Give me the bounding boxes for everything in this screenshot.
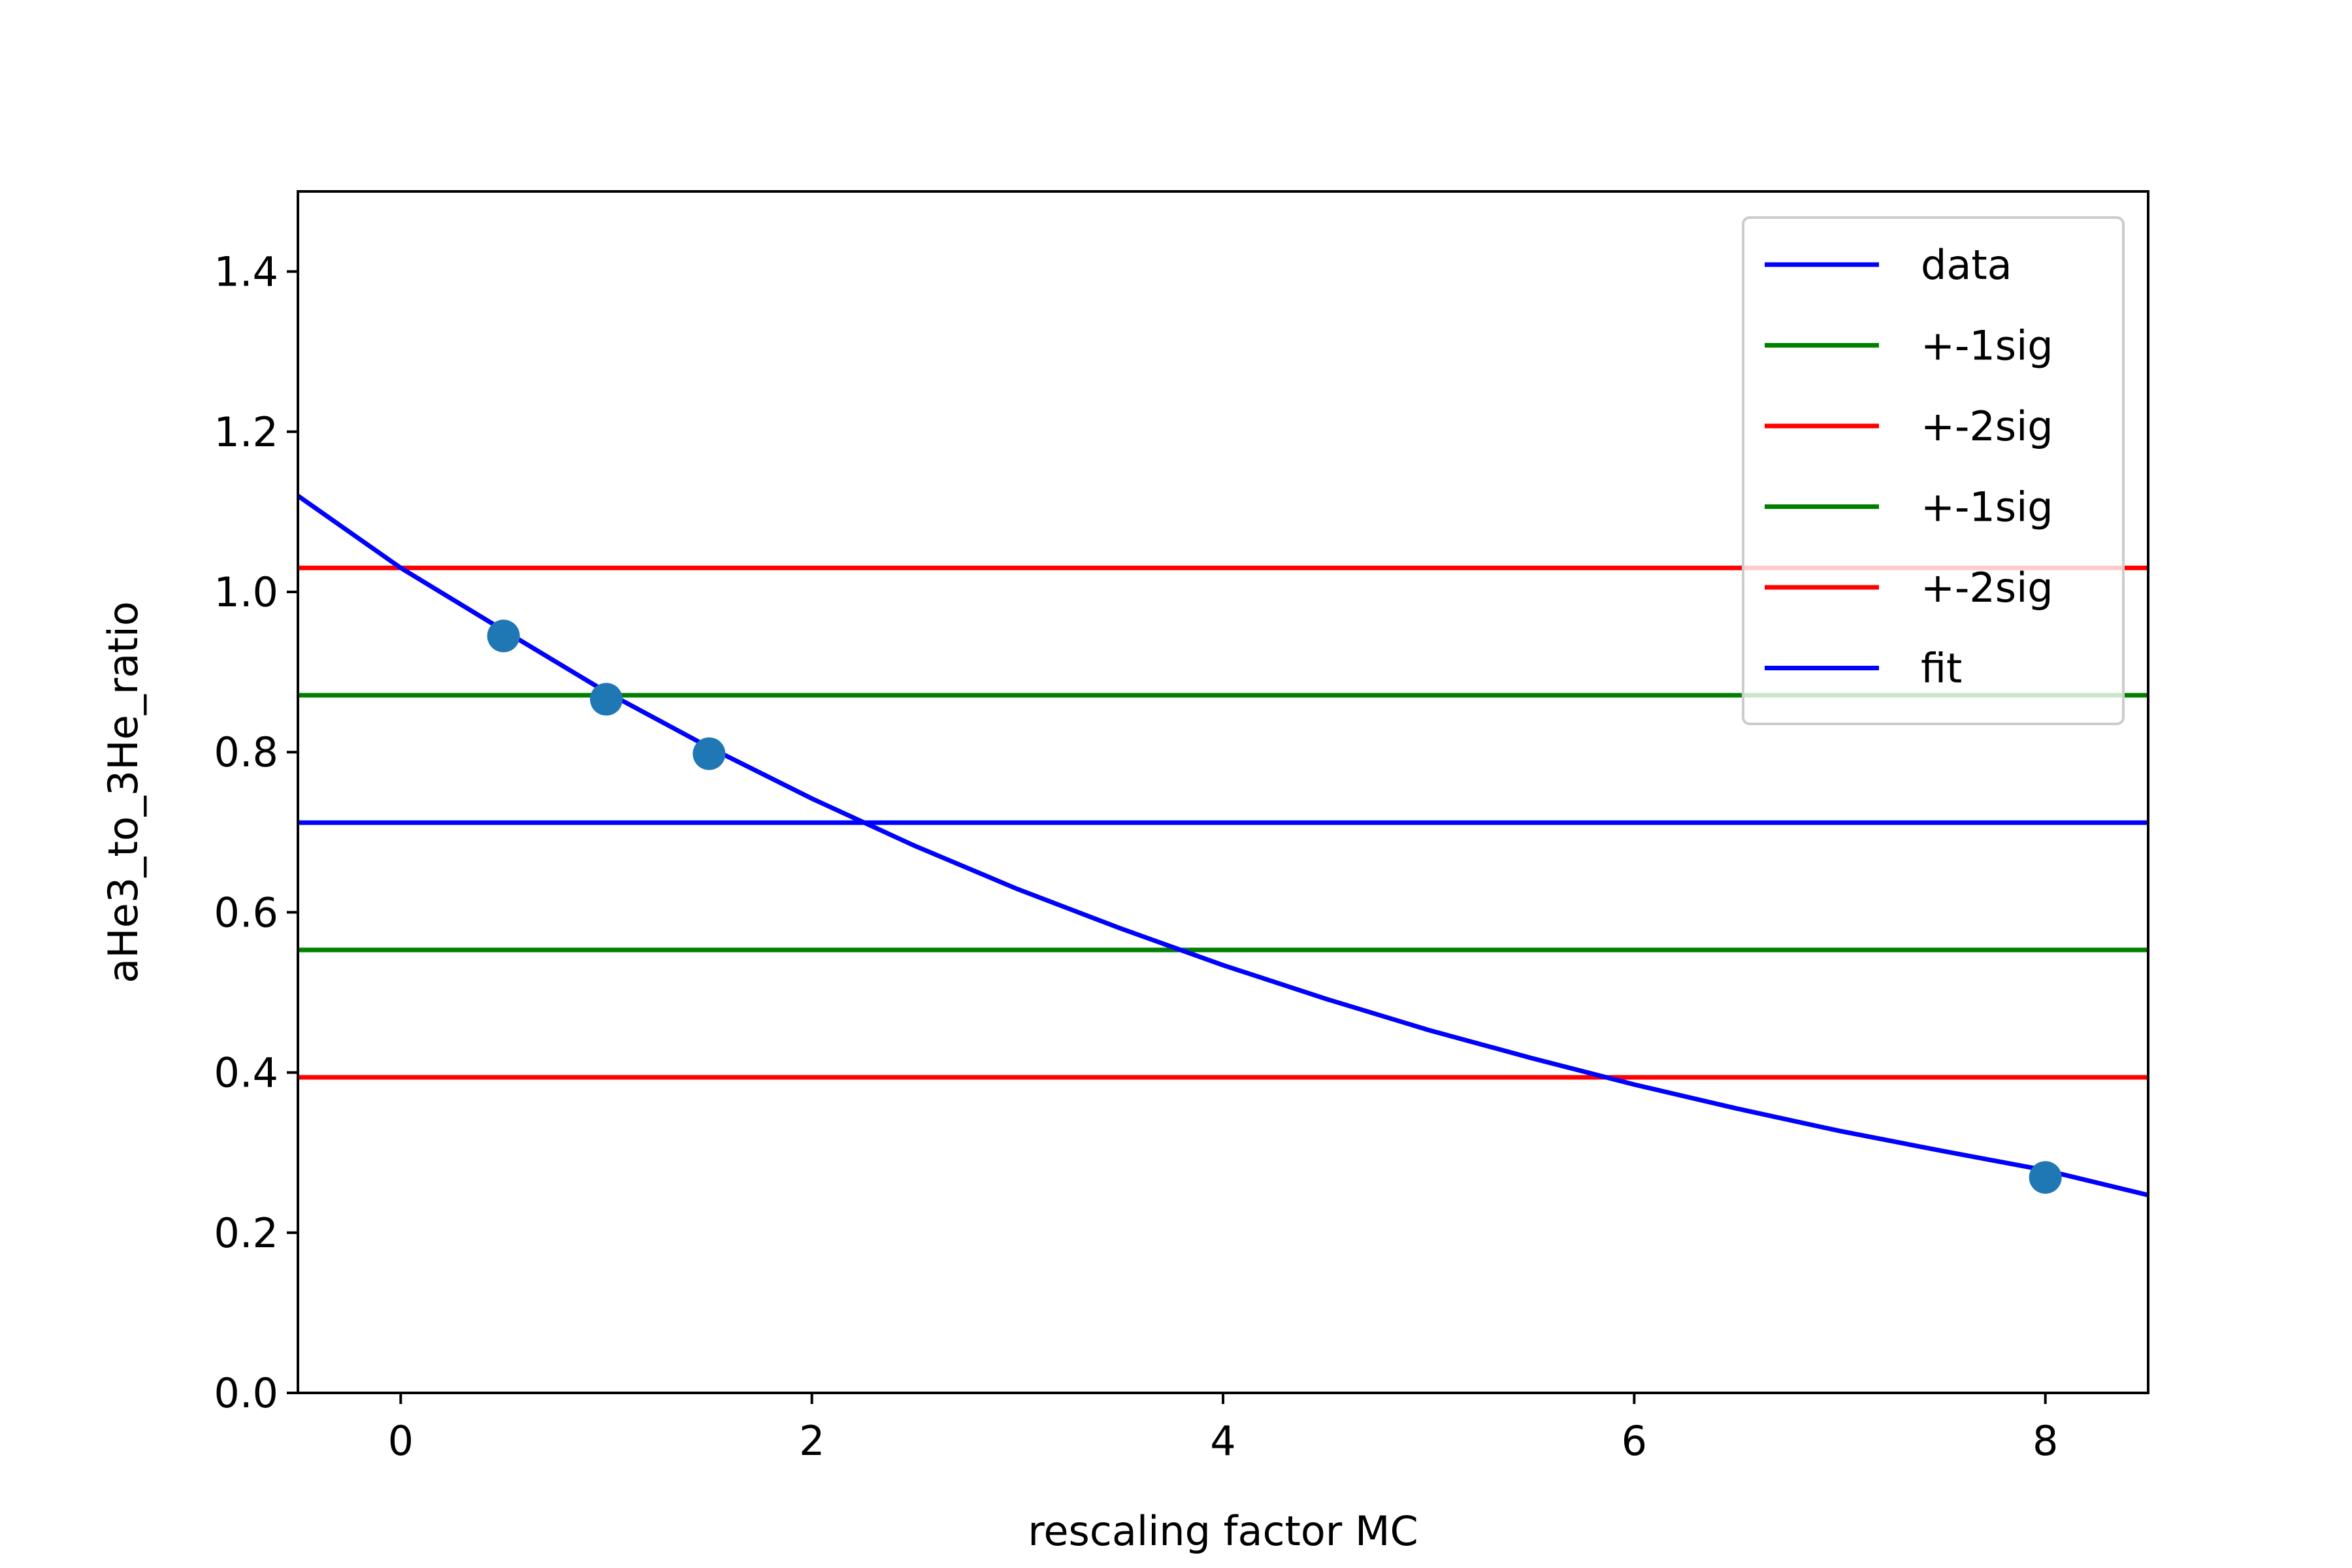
y-tick-label: 0.6 [214,889,278,936]
y-tick-label: 0.0 [214,1369,278,1417]
y-tick-label: 0.4 [214,1049,278,1097]
axes-layer: 0 2 4 6 8 0.0 0.2 0.4 0.6 0.8 1.0 1.2 1.4 [214,190,2149,1465]
x-tick-label: 4 [1210,1417,1235,1465]
y-tick-label: 1.4 [214,248,278,296]
legend-label: +-1sig [1921,483,2053,531]
legend-label: +-2sig [1921,564,2053,612]
x-tick-label: 6 [1622,1417,1647,1465]
y-tick-label: 1.2 [214,408,278,456]
legend: data +-1sig +-2sig +-1sig +-2sig fit [1742,216,2125,725]
x-tick-label: 8 [2033,1417,2058,1465]
y-axis-label: aHe3_to_3He_ratio [99,601,147,983]
y-tick-label: 1.0 [214,568,278,616]
x-axis-label: rescaling factor MC [1028,1507,1418,1555]
y-tick-label: 0.2 [214,1209,278,1257]
y-tick-label: 0.8 [214,728,278,776]
legend-label: data [1921,241,2012,289]
legend-label: +-2sig [1921,402,2053,450]
x-tick-label: 0 [388,1417,414,1465]
data-point-1 [590,683,623,716]
series-layer [298,494,2148,1198]
data-point-0 [487,619,520,653]
data-point-3 [2029,1161,2062,1194]
legend-label: fit [1921,645,1962,693]
x-tick-label: 2 [799,1417,825,1465]
legend-label: +-1sig [1921,322,2053,370]
data-point-2 [693,737,726,770]
